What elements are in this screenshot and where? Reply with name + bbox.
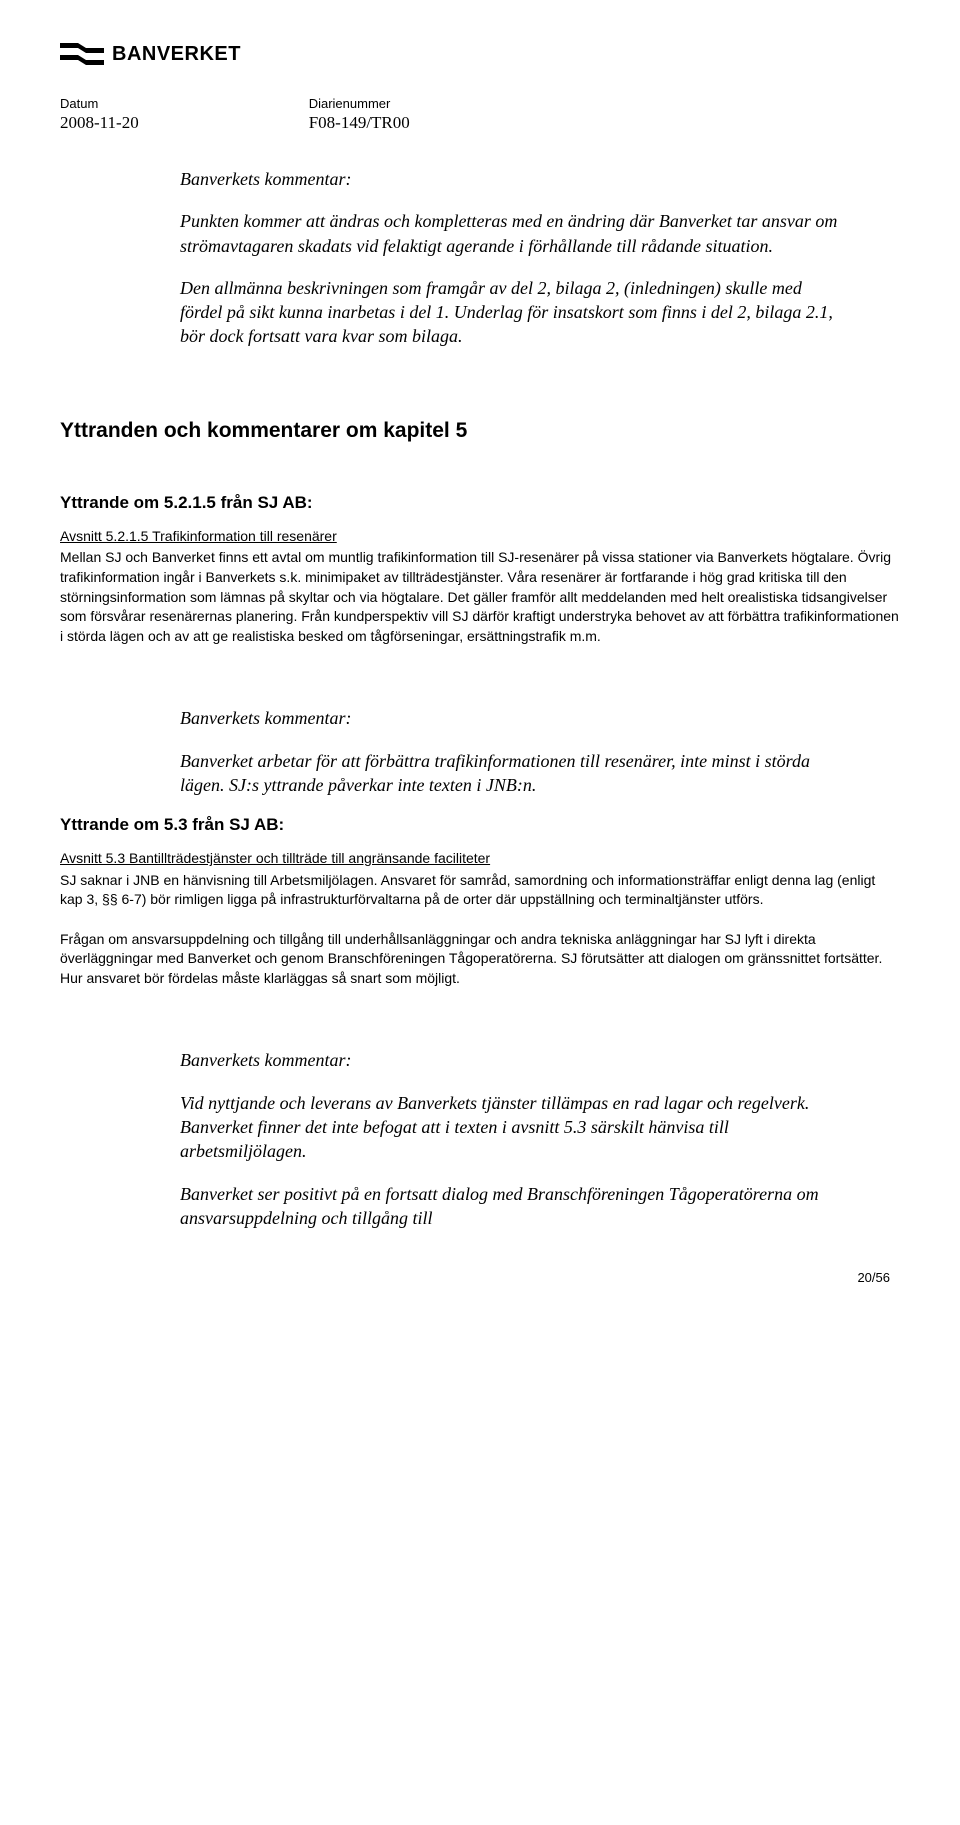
quote-paragraph: SJ saknar i JNB en hänvisning till Arbet… <box>60 872 875 908</box>
meta-diarie-value: F08-149/TR00 <box>309 113 410 133</box>
banverket-logo-text: BANVERKET <box>112 43 241 66</box>
quote-title: Avsnitt 5.2.1.5 Trafikinformation till r… <box>60 527 900 547</box>
comment-block-5-2-1-5: Banverkets kommentar: Banverket arbetar … <box>180 706 840 797</box>
meta-datum-label: Datum <box>60 96 139 111</box>
section-5: Yttranden och kommentarer om kapitel 5 Y… <box>60 419 900 1230</box>
banverket-logo-icon <box>60 40 104 68</box>
meta-diarie: Diarienummer F08-149/TR00 <box>309 96 410 133</box>
page-number: 20/56 <box>60 1270 900 1285</box>
comment-label: Banverkets kommentar: <box>180 1048 840 1072</box>
comment-block-5-3: Banverkets kommentar: Vid nyttjande och … <box>180 1048 840 1230</box>
document-meta: Datum 2008-11-20 Diarienummer F08-149/TR… <box>60 96 900 133</box>
section-heading-kapitel-5: Yttranden och kommentarer om kapitel 5 <box>60 419 900 443</box>
sub-heading-5-2-1-5: Yttrande om 5.2.1.5 från SJ AB: <box>60 493 900 513</box>
quote-title: Avsnitt 5.3 Bantillträdestjänster och ti… <box>60 849 900 869</box>
quote-block-5-3: Avsnitt 5.3 Bantillträdestjänster och ti… <box>60 849 900 988</box>
quote-body: Mellan SJ och Banverket finns ett avtal … <box>60 549 899 643</box>
meta-diarie-label: Diarienummer <box>309 96 410 111</box>
content-block-1: Banverkets kommentar: Punkten kommer att… <box>60 167 900 349</box>
comment-block-1: Banverkets kommentar: Punkten kommer att… <box>180 167 840 349</box>
quote-paragraph: Frågan om ansvarsuppdelning och tillgång… <box>60 931 882 986</box>
comment-label: Banverkets kommentar: <box>180 706 840 730</box>
comment-paragraph: Punkten kommer att ändras och kompletter… <box>180 209 840 258</box>
comment-paragraph: Vid nyttjande och leverans av Banverkets… <box>180 1091 840 1164</box>
comment-paragraph: Den allmänna beskrivningen som framgår a… <box>180 276 840 349</box>
quote-block-5-2-1-5: Avsnitt 5.2.1.5 Trafikinformation till r… <box>60 527 900 647</box>
comment-paragraph: Banverket ser positivt på en fortsatt di… <box>180 1182 840 1231</box>
comment-label: Banverkets kommentar: <box>180 167 840 191</box>
header-logo-row: BANVERKET <box>60 40 900 68</box>
meta-datum-value: 2008-11-20 <box>60 113 139 133</box>
meta-datum: Datum 2008-11-20 <box>60 96 139 133</box>
sub-heading-5-3: Yttrande om 5.3 från SJ AB: <box>60 815 900 835</box>
comment-paragraph: Banverket arbetar för att förbättra traf… <box>180 749 840 798</box>
